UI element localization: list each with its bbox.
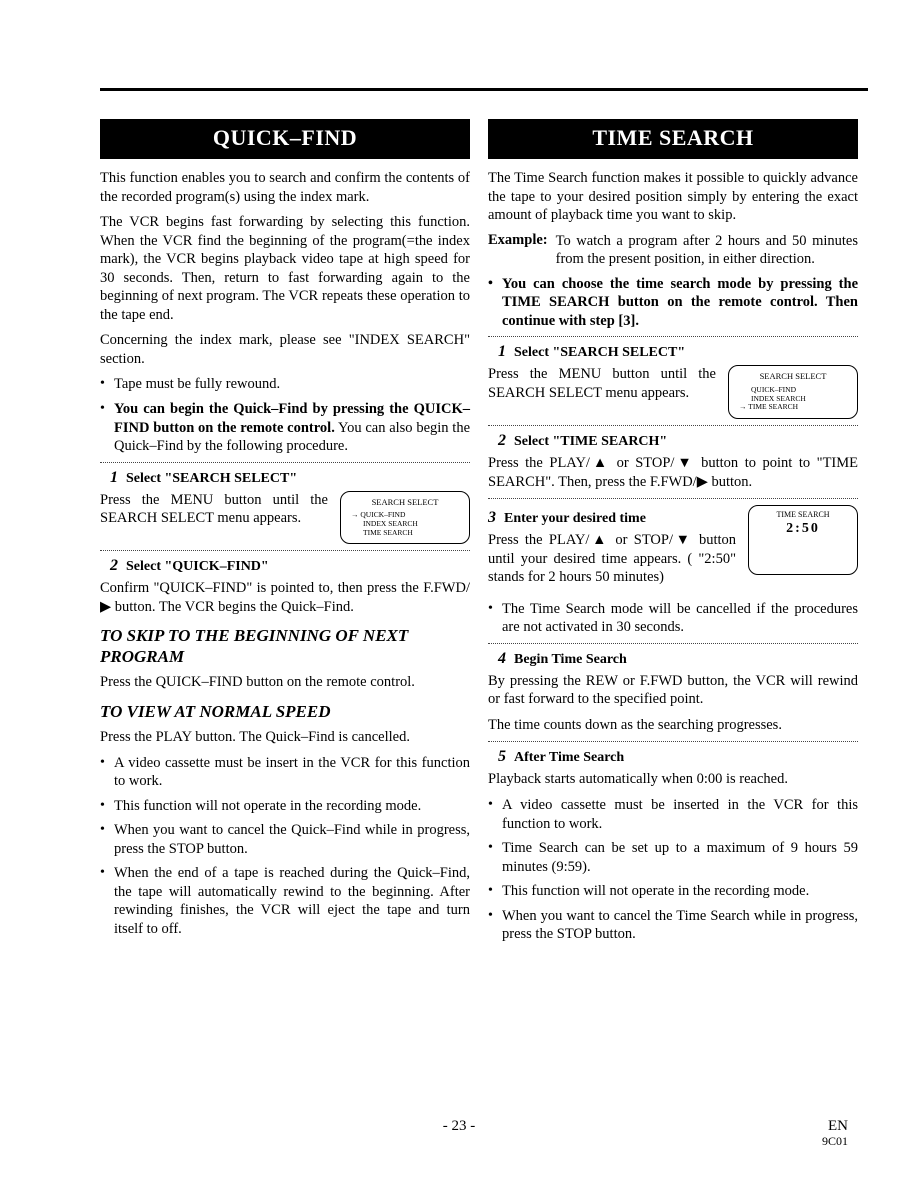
skip-heading: TO SKIP TO THE BEGINNING OF NEXT PROGRAM bbox=[100, 626, 470, 667]
separator bbox=[100, 550, 470, 551]
qf-confirm-text: Confirm "QUICK–FIND" is pointed to, then… bbox=[100, 579, 470, 616]
qf-notes-list: A video cassette must be insert in the V… bbox=[100, 754, 470, 939]
qf-step-1-label: Select "SEARCH SELECT" bbox=[126, 471, 297, 487]
time-search-banner: TIME SEARCH bbox=[488, 119, 858, 159]
separator bbox=[488, 336, 858, 337]
qf-step-2-label: Select "QUICK–FIND" bbox=[126, 559, 269, 575]
step-number: 3 bbox=[488, 509, 496, 527]
ts-step-4-text-2: The time counts down as the searching pr… bbox=[488, 716, 858, 735]
ts-step-1-body: Press the MENU button until the SEARCH S… bbox=[488, 365, 858, 419]
menu-title: SEARCH SELECT bbox=[345, 498, 465, 508]
example-text: To watch a program after 2 hours and 50 … bbox=[556, 232, 858, 269]
separator bbox=[488, 498, 858, 499]
ts-bottom-list: A video cassette must be inserted in the… bbox=[488, 796, 858, 944]
ts-b3: This function will not operate in the re… bbox=[502, 882, 858, 901]
footer-right: EN 9C01 bbox=[822, 1118, 848, 1148]
qf-step-1-body: Press the MENU button until the SEARCH S… bbox=[100, 491, 470, 545]
ts-step-2-label: Select "TIME SEARCH" bbox=[514, 434, 667, 450]
ts-choose-mode: You can choose the time search mode by p… bbox=[502, 275, 858, 331]
ts-step-4-label: Begin Time Search bbox=[514, 652, 627, 668]
ts-step-1: 1 Select "SEARCH SELECT" bbox=[498, 343, 858, 361]
qf-note-2: This function will not operate in the re… bbox=[114, 797, 470, 816]
page-number: - 23 - bbox=[443, 1118, 476, 1135]
qf-intro-3: Concerning the index mark, please see "I… bbox=[100, 331, 470, 368]
example-label: Example: bbox=[488, 232, 548, 269]
display-title: TIME SEARCH bbox=[753, 510, 853, 519]
ts-step-4: 4 Begin Time Search bbox=[498, 650, 858, 668]
search-select-menu-right: SEARCH SELECT QUICK–FIND INDEX SEARCH TI… bbox=[728, 365, 858, 419]
ts-step-2-text: Press the PLAY/▲ or STOP/▼ button to poi… bbox=[488, 454, 858, 491]
ts-b4: When you want to cancel the Time Search … bbox=[502, 907, 858, 944]
footer-lang: EN bbox=[822, 1118, 848, 1135]
ts-step-5: 5 After Time Search bbox=[498, 748, 858, 766]
ts-step-2: 2 Select "TIME SEARCH" bbox=[498, 432, 858, 450]
skip-text: Press the QUICK–FIND button on the remot… bbox=[100, 673, 470, 692]
ts-step-1-text: Press the MENU button until the SEARCH S… bbox=[488, 365, 716, 402]
qf-bullet-rewound: Tape must be fully rewound. bbox=[114, 375, 470, 394]
step-number: 1 bbox=[498, 343, 506, 361]
qf-bullet-list-1: Tape must be fully rewound. You can begi… bbox=[100, 375, 470, 455]
separator bbox=[488, 425, 858, 426]
step-number: 1 bbox=[110, 469, 118, 487]
ts-step-1-label: Select "SEARCH SELECT" bbox=[514, 345, 685, 361]
ts-step-5-text: Playback starts automatically when 0:00 … bbox=[488, 770, 858, 789]
left-column: QUICK–FIND This function enables you to … bbox=[100, 119, 470, 950]
quick-find-banner: QUICK–FIND bbox=[100, 119, 470, 159]
two-column-layout: QUICK–FIND This function enables you to … bbox=[100, 119, 868, 950]
qf-intro-1: This function enables you to search and … bbox=[100, 169, 470, 206]
right-column: TIME SEARCH The Time Search function mak… bbox=[488, 119, 858, 950]
qf-step-2: 2 Select "QUICK–FIND" bbox=[110, 557, 470, 575]
ts-b1: A video cassette must be inserted in the… bbox=[502, 796, 858, 833]
step-number: 4 bbox=[498, 650, 506, 668]
ts-step-4-text-1: By pressing the REW or F.FWD button, the… bbox=[488, 672, 858, 709]
menu-item-timesearch: TIME SEARCH bbox=[363, 529, 465, 538]
ts-note30: The Time Search mode will be cancelled i… bbox=[502, 600, 858, 637]
qf-intro-2: The VCR begins fast forwarding by select… bbox=[100, 213, 470, 324]
ts-step-3-body: 3 Enter your desired time Press the PLAY… bbox=[488, 505, 858, 594]
menu-item-timesearch: TIME SEARCH bbox=[751, 403, 853, 412]
qf-bullet-begin: You can begin the Quick–Find by pressing… bbox=[114, 400, 470, 456]
qf-note-1: A video cassette must be insert in the V… bbox=[114, 754, 470, 791]
qf-step-1: 1 Select "SEARCH SELECT" bbox=[110, 469, 470, 487]
menu-title: SEARCH SELECT bbox=[733, 372, 853, 382]
ts-step-5-label: After Time Search bbox=[514, 750, 624, 766]
normal-text: Press the PLAY button. The Quick–Find is… bbox=[100, 728, 470, 747]
ts-example: Example: To watch a program after 2 hour… bbox=[488, 232, 858, 269]
step-number: 2 bbox=[110, 557, 118, 575]
ts-choose-list: You can choose the time search mode by p… bbox=[488, 275, 858, 331]
step-number: 5 bbox=[498, 748, 506, 766]
ts-step-3: 3 Enter your desired time bbox=[488, 509, 736, 527]
normal-heading: TO VIEW AT NORMAL SPEED bbox=[100, 702, 470, 722]
separator bbox=[100, 462, 470, 463]
time-display-box: TIME SEARCH 2:50 bbox=[748, 505, 858, 575]
ts-b2: Time Search can be set up to a maximum o… bbox=[502, 839, 858, 876]
search-select-menu-left: SEARCH SELECT QUICK–FIND INDEX SEARCH TI… bbox=[340, 491, 470, 545]
top-rule bbox=[100, 88, 868, 91]
separator bbox=[488, 643, 858, 644]
page-footer: - 23 - EN 9C01 bbox=[0, 1118, 918, 1148]
qf-step-1-text: Press the MENU button until the SEARCH S… bbox=[100, 491, 328, 528]
separator bbox=[488, 741, 858, 742]
qf-note-4: When the end of a tape is reached during… bbox=[114, 864, 470, 938]
display-time: 2:50 bbox=[753, 521, 853, 537]
qf-note-3: When you want to cancel the Quick–Find w… bbox=[114, 821, 470, 858]
ts-step-3-text: Press the PLAY/▲ or STOP/▼ button until … bbox=[488, 531, 736, 587]
ts-intro: The Time Search function makes it possib… bbox=[488, 169, 858, 225]
ts-note30-list: The Time Search mode will be cancelled i… bbox=[488, 600, 858, 637]
ts-step-3-label: Enter your desired time bbox=[504, 511, 646, 527]
footer-code: 9C01 bbox=[822, 1135, 848, 1148]
step-number: 2 bbox=[498, 432, 506, 450]
